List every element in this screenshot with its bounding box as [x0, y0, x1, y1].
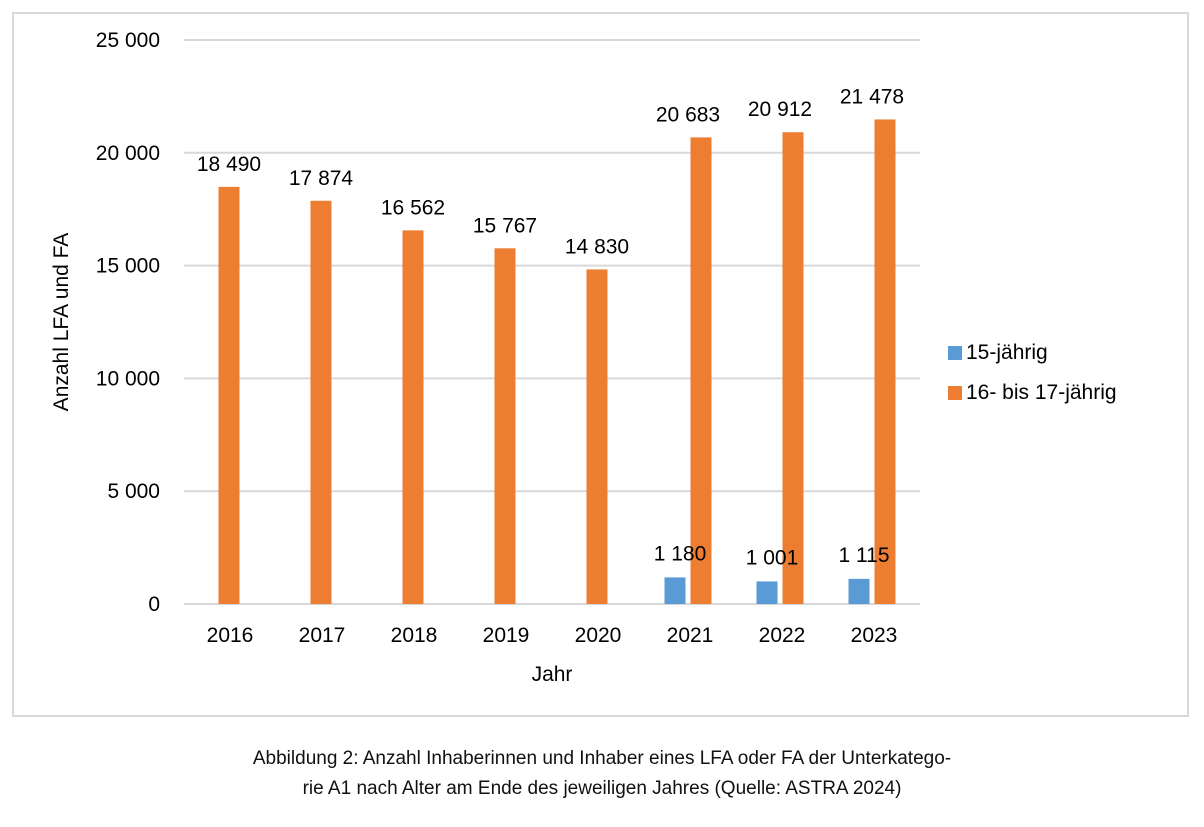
- data-label-15-jaehrig: 1 115: [839, 544, 890, 567]
- bar-16-17-jaehrig-2019: [494, 248, 516, 604]
- caption-line-2: rie A1 nach Alter am Ende des jeweiligen…: [302, 778, 902, 799]
- legend-item-15: 15-jährig: [948, 333, 1117, 373]
- data-label-16-17-jaehrig: 15 767: [473, 214, 537, 237]
- y-axis-title: Anzahl LFA und FA: [50, 233, 73, 412]
- data-label-16-17-jaehrig: 18 490: [197, 153, 261, 176]
- y-tick-label: 5 000: [107, 480, 160, 503]
- data-label-16-17-jaehrig: 21 478: [840, 85, 904, 108]
- bars: [218, 119, 896, 605]
- bar-15-jaehrig-2023: [848, 578, 870, 604]
- y-tick-label: 0: [148, 593, 160, 616]
- bar-15-jaehrig-2022: [756, 581, 778, 604]
- x-tick-label: 2016: [207, 624, 254, 647]
- data-label-16-17-jaehrig: 14 830: [565, 235, 629, 258]
- y-axis-ticks: 0 5 000 10 000 15 000 20 000 25 000: [96, 29, 160, 616]
- data-label-16-17-jaehrig: 20 683: [656, 103, 720, 126]
- bar-16-17-jaehrig-2017: [310, 200, 332, 604]
- data-labels: 18 490 17 874 16 562 15 767 14 830 1 180 20 68…: [197, 85, 904, 569]
- figure-caption: Abbildung 2: Anzahl Inhaberinnen und Inh…: [0, 744, 1204, 804]
- caption-line-1: Abbildung 2: Anzahl Inhaberinnen und Inh…: [252, 748, 952, 769]
- legend-item-16-17: 16- bis 17-jährig: [948, 373, 1117, 413]
- x-tick-label: 2021: [667, 624, 714, 647]
- x-tick-label: 2017: [299, 624, 346, 647]
- bar-15-jaehrig-2021: [664, 577, 686, 604]
- data-label-16-17-jaehrig: 17 874: [289, 167, 354, 190]
- x-axis-title: Jahr: [532, 663, 573, 686]
- legend-label: 16- bis 17-jährig: [966, 381, 1117, 404]
- gridlines: [184, 39, 920, 605]
- legend: 15-jährig 16- bis 17-jährig: [948, 333, 1117, 413]
- chart-frame: [12, 12, 1189, 717]
- bar-16-17-jaehrig-2023: [874, 119, 896, 604]
- x-tick-label: 2022: [759, 624, 806, 647]
- data-label-15-jaehrig: 1 001: [746, 546, 799, 569]
- x-axis-ticks: 2016 2017 2018 2019 2020 2021 2022 2023: [207, 624, 898, 647]
- y-tick-label: 15 000: [96, 255, 160, 278]
- bar-16-17-jaehrig-2016: [218, 186, 240, 604]
- bar-16-17-jaehrig-2020: [586, 269, 608, 604]
- bar-16-17-jaehrig-2022: [782, 132, 804, 604]
- x-tick-label: 2018: [391, 624, 438, 647]
- legend-swatch-orange: [948, 386, 962, 400]
- legend-swatch-blue: [948, 346, 962, 360]
- data-label-16-17-jaehrig: 20 912: [748, 98, 812, 121]
- x-tick-label: 2023: [851, 624, 898, 647]
- x-tick-label: 2020: [575, 624, 622, 647]
- bar-16-17-jaehrig-2021: [690, 137, 712, 604]
- bar-16-17-jaehrig-2018: [402, 230, 424, 605]
- data-label-16-17-jaehrig: 16 562: [381, 196, 445, 219]
- x-tick-label: 2019: [483, 624, 530, 647]
- y-tick-label: 20 000: [96, 142, 160, 165]
- data-label-15-jaehrig: 1 180: [654, 542, 707, 565]
- y-tick-label: 10 000: [96, 367, 160, 390]
- legend-label: 15-jährig: [966, 341, 1048, 364]
- y-tick-label: 25 000: [96, 29, 160, 52]
